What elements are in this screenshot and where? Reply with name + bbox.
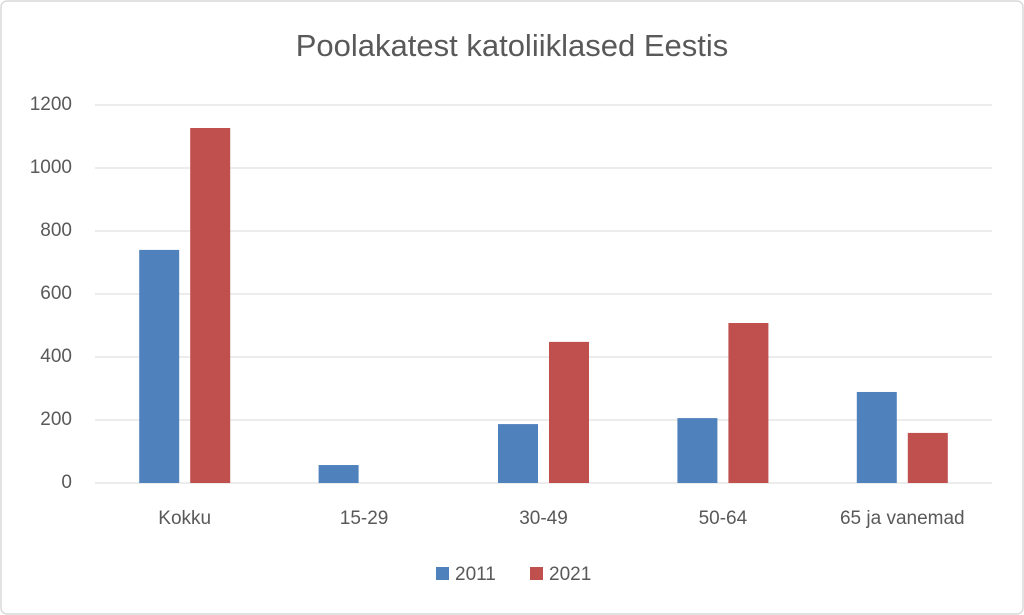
bar — [190, 127, 231, 484]
y-tick-label: 800 — [40, 220, 72, 241]
x-tick-label: 65 ja vanemad — [840, 508, 965, 529]
legend-swatch — [530, 567, 543, 580]
legend-label: 2011 — [455, 564, 496, 585]
x-tick-label: 15-29 — [340, 508, 389, 529]
y-tick-label: 1200 — [30, 94, 72, 115]
x-tick-label: Kokku — [158, 508, 211, 529]
bar — [856, 391, 897, 483]
legend-swatch — [436, 567, 449, 580]
bar — [139, 249, 180, 483]
bar — [677, 418, 718, 483]
chart-title: Poolakatest katoliiklased Eestis — [296, 28, 729, 63]
bar — [549, 341, 589, 483]
y-tick-label: 600 — [40, 283, 72, 304]
y-tick-label: 400 — [40, 346, 72, 367]
bar — [318, 465, 359, 483]
legend-label: 2021 — [549, 564, 591, 585]
x-tick-label: 30-49 — [519, 508, 568, 529]
bar — [907, 432, 948, 483]
x-tick-label: 50-64 — [699, 508, 748, 529]
y-tick-label: 1000 — [30, 157, 72, 178]
bar — [498, 424, 538, 483]
bar — [728, 322, 769, 483]
y-tick-label: 0 — [61, 472, 72, 493]
y-tick-label: 200 — [40, 409, 72, 430]
